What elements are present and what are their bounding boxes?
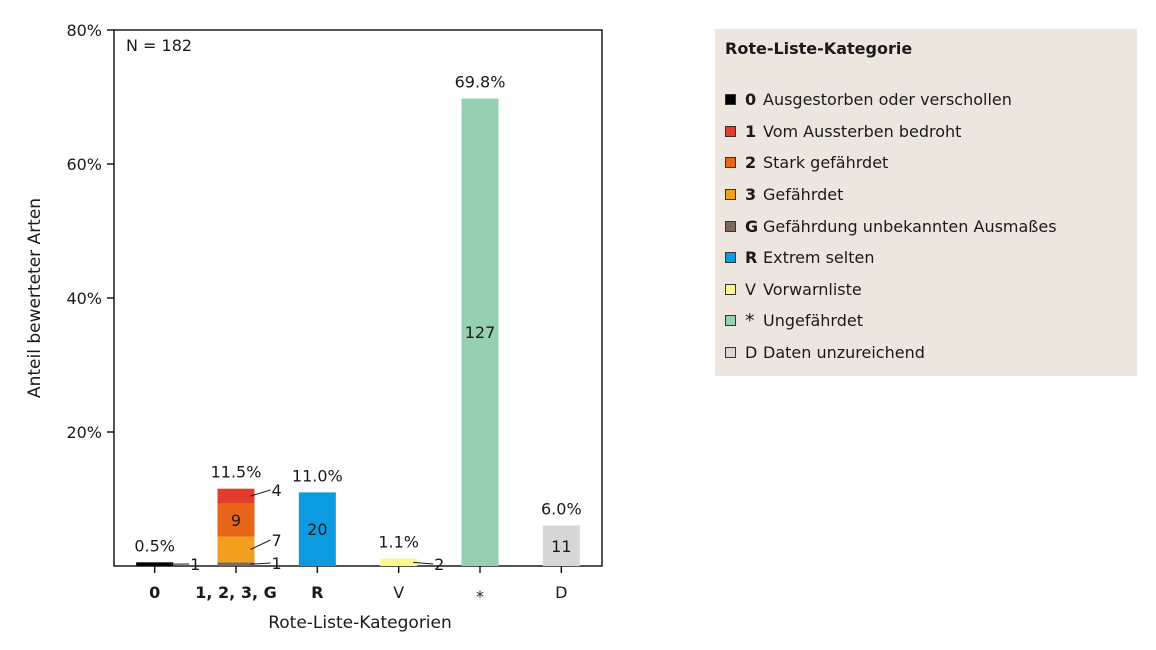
legend-label: Extrem selten: [763, 248, 875, 268]
legend-swatch: [725, 125, 736, 137]
x-tick-label: 1, 2, 3, G: [195, 583, 276, 602]
sample-size-annotation: N = 182: [126, 36, 192, 55]
legend-code: G: [745, 216, 759, 236]
segment-count-label: 127: [465, 323, 496, 342]
bar-total-label: 11.5%: [211, 463, 262, 482]
legend-label: Vom Aussterben bedroht: [763, 121, 962, 141]
bar-segment-star-*: [461, 98, 499, 566]
bar-segment-0-0: [136, 562, 174, 566]
legend-swatch: [725, 347, 736, 359]
legend-item: D Daten unzureichend: [725, 337, 1137, 369]
leader-line: [250, 489, 271, 497]
legend-label: Gefährdung unbekannten Ausmaßes: [763, 216, 1057, 236]
y-tick-label: 20%: [66, 423, 102, 442]
legend-swatch: [725, 189, 736, 201]
legend-code: D: [745, 343, 758, 363]
segment-count-label: 4: [272, 481, 282, 500]
bar-total-label: 11.0%: [292, 466, 343, 485]
y-tick-label: 60%: [66, 155, 102, 174]
x-axis-title: Rote-Liste-Kategorien: [268, 613, 452, 633]
x-tick-label: D: [555, 583, 567, 602]
leader-line: [250, 562, 271, 565]
legend-item: G Gefährdung unbekannten Ausmaßes: [725, 210, 1137, 242]
x-tick-label: R: [311, 583, 323, 602]
legend-label: Vorwarnliste: [763, 279, 862, 299]
segment-count-label: 9: [231, 511, 241, 530]
bar-segment-R-R: [298, 492, 336, 566]
legend-code: 2: [745, 153, 757, 173]
bar-total-label: 0.5%: [134, 536, 175, 555]
legend-swatch: [725, 220, 736, 232]
legend-item: V Vorwarnliste: [725, 274, 1137, 306]
legend-code: 1: [745, 121, 757, 141]
legend-swatch: [725, 283, 736, 295]
bar-segment-D-D: [542, 525, 580, 566]
y-tick-label: 80%: [66, 21, 102, 40]
leader-line: [413, 561, 434, 565]
legend-code: R: [745, 248, 758, 268]
legend: Rote-Liste-Kategorie 0 Ausgestorben oder …: [715, 29, 1137, 376]
legend-swatch: [725, 315, 736, 327]
bar-segment-V-V: [380, 558, 418, 566]
bar-segment-123G-3: [217, 536, 255, 563]
segment-count-label: 20: [307, 520, 327, 539]
bar-total-label: 69.8%: [455, 72, 506, 91]
bar-segment-123G-1: [217, 488, 255, 504]
y-tick-label: 40%: [66, 289, 102, 308]
x-tick-label: *: [476, 587, 484, 606]
legend-code: 3: [745, 185, 757, 205]
legend-item: 1 Vom Aussterben bedroht: [725, 116, 1137, 148]
plot-frame: [113, 29, 603, 567]
x-tick-label: 0: [149, 583, 160, 602]
bar-total-label: 6.0%: [541, 500, 582, 519]
legend-item: * Ungefährdet: [725, 305, 1137, 337]
segment-count-label: 11: [551, 537, 571, 556]
segment-count-label: 2: [434, 555, 444, 574]
plot-area: 20% 40% 60% 80% Anteil bewerteter Arten Rote-…: [25, 21, 603, 633]
legend-label: Ungefährdet: [763, 311, 863, 331]
legend-swatch: [725, 157, 736, 169]
legend-label: Ausgestorben oder verschollen: [763, 90, 1012, 110]
legend-items: 0 Ausgestorben oder verschollen 1 Vom Ausst…: [725, 84, 1137, 368]
legend-item: 2 Stark gefährdet: [725, 147, 1137, 179]
bar-segment-123G-G: [217, 562, 255, 566]
leader-line: [250, 539, 271, 550]
legend-label: Stark gefährdet: [763, 153, 889, 173]
bar-segment-123G-2: [217, 503, 255, 537]
legend-item: 0 Ausgestorben oder verschollen: [725, 84, 1137, 116]
legend-item: 3 Gefährdet: [725, 179, 1137, 211]
legend-code: 0: [745, 90, 757, 110]
bar-total-label: 1.1%: [378, 533, 419, 552]
segment-count-label: 1: [272, 554, 282, 573]
legend-swatch: [725, 94, 736, 106]
legend-swatch: [725, 252, 736, 264]
legend-code: V: [745, 279, 756, 299]
legend-label: Daten unzureichend: [763, 343, 925, 363]
legend-title: Rote-Liste-Kategorie: [725, 39, 913, 58]
segment-count-label: 7: [272, 531, 282, 550]
y-axis-title: Anteil bewerteter Arten: [25, 198, 45, 398]
x-tick-label: V: [393, 583, 404, 602]
legend-code: *: [745, 309, 755, 332]
bar-chart: 20% 40% 60% 80% Anteil bewerteter Arten Rote-…: [25, 21, 603, 633]
legend-item: R Extrem selten: [725, 242, 1137, 274]
segment-count-label: 1: [190, 555, 200, 574]
legend-label: Gefährdet: [763, 185, 844, 205]
